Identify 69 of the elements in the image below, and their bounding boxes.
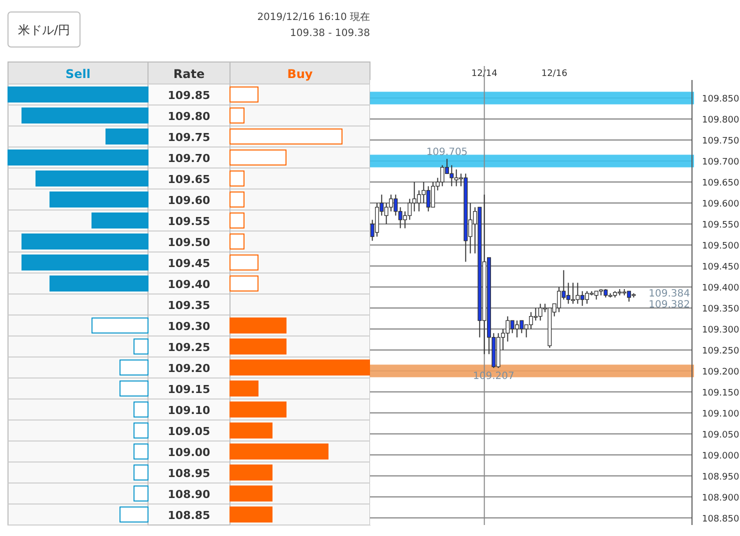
bar	[8, 86, 148, 102]
y-tick-label: 109.15	[168, 383, 210, 396]
bar	[50, 192, 148, 208]
y-tick-label: 109.050	[702, 430, 740, 440]
y-tick-label: 109.40	[168, 278, 211, 291]
y-tick-label: 109.25	[168, 341, 210, 354]
y-tick-label: 109.35	[168, 299, 210, 312]
y-tick-label: 109.250	[702, 346, 740, 356]
y-tick-label: 109.85	[168, 89, 210, 102]
y-tick-label: 108.900	[702, 493, 740, 504]
y-tick-label: 109.200	[702, 367, 740, 378]
y-tick-label: 109.550	[702, 220, 740, 230]
y-tick-label: 109.750	[702, 136, 740, 147]
y-tick-label: 109.350	[702, 304, 740, 314]
y-tick-label: 109.20	[168, 362, 211, 375]
chart-title: Buy	[287, 67, 313, 81]
y-tick-label: 109.400	[702, 283, 740, 294]
bar	[92, 212, 148, 228]
y-tick-label: 109.150	[702, 388, 740, 398]
y-tick-label: 109.70	[168, 152, 211, 165]
bar	[230, 402, 286, 418]
y-tick-label: 108.850	[702, 514, 740, 524]
bar	[230, 422, 272, 438]
bar	[230, 338, 286, 354]
bar	[106, 128, 148, 144]
y-tick-label: 109.55	[168, 215, 210, 228]
y-tick-label: 109.450	[702, 262, 740, 272]
bar	[22, 108, 148, 124]
y-tick-label: 108.90	[168, 488, 211, 501]
y-tick-label: 109.500	[702, 241, 740, 252]
y-tick-label: 109.50	[168, 236, 211, 249]
y-tick-label: 109.80	[168, 110, 211, 123]
x-tick-label: 12/16	[541, 69, 568, 79]
y-tick-label: 108.950	[702, 472, 740, 482]
y-tick-label: 109.75	[168, 131, 210, 144]
y-tick-label: 109.000	[702, 451, 740, 462]
y-tick-label: 108.85	[168, 509, 210, 522]
bar	[22, 254, 148, 270]
y-tick-label: 109.800	[702, 116, 740, 126]
annotation: 109.384	[648, 288, 690, 300]
y-tick-label: 109.45	[168, 257, 210, 270]
y-tick-label: 109.05	[168, 425, 210, 438]
text: 米ドル/円	[18, 23, 70, 37]
bar	[230, 486, 272, 502]
y-tick-label: 109.650	[702, 178, 740, 189]
y-tick-label: 108.95	[168, 467, 210, 480]
y-tick-label: 109.600	[702, 200, 740, 210]
bar	[230, 444, 328, 460]
bar	[8, 150, 148, 166]
y-tick-label: 109.100	[702, 409, 740, 420]
text: 109.38 - 109.38	[290, 28, 370, 39]
y-axis-title: Rate	[173, 67, 205, 81]
bar	[230, 506, 272, 522]
bar	[230, 380, 258, 396]
chart-title: Sell	[65, 67, 91, 81]
y-tick-label: 109.850	[702, 94, 740, 105]
y-tick-label: 109.700	[702, 158, 740, 168]
y-tick-label: 109.00	[168, 446, 211, 459]
y-tick-label: 109.60	[168, 194, 211, 207]
y-tick-label: 109.30	[168, 320, 211, 333]
y-tick-label: 109.10	[168, 404, 211, 417]
bar	[230, 318, 286, 334]
bar	[50, 276, 148, 292]
bar	[22, 234, 148, 250]
text: 2019/12/16 16:10 現在	[257, 11, 370, 23]
y-tick-label: 109.300	[702, 325, 740, 336]
bar	[36, 170, 148, 186]
y-tick-label: 109.65	[168, 173, 210, 186]
bar	[230, 464, 272, 480]
